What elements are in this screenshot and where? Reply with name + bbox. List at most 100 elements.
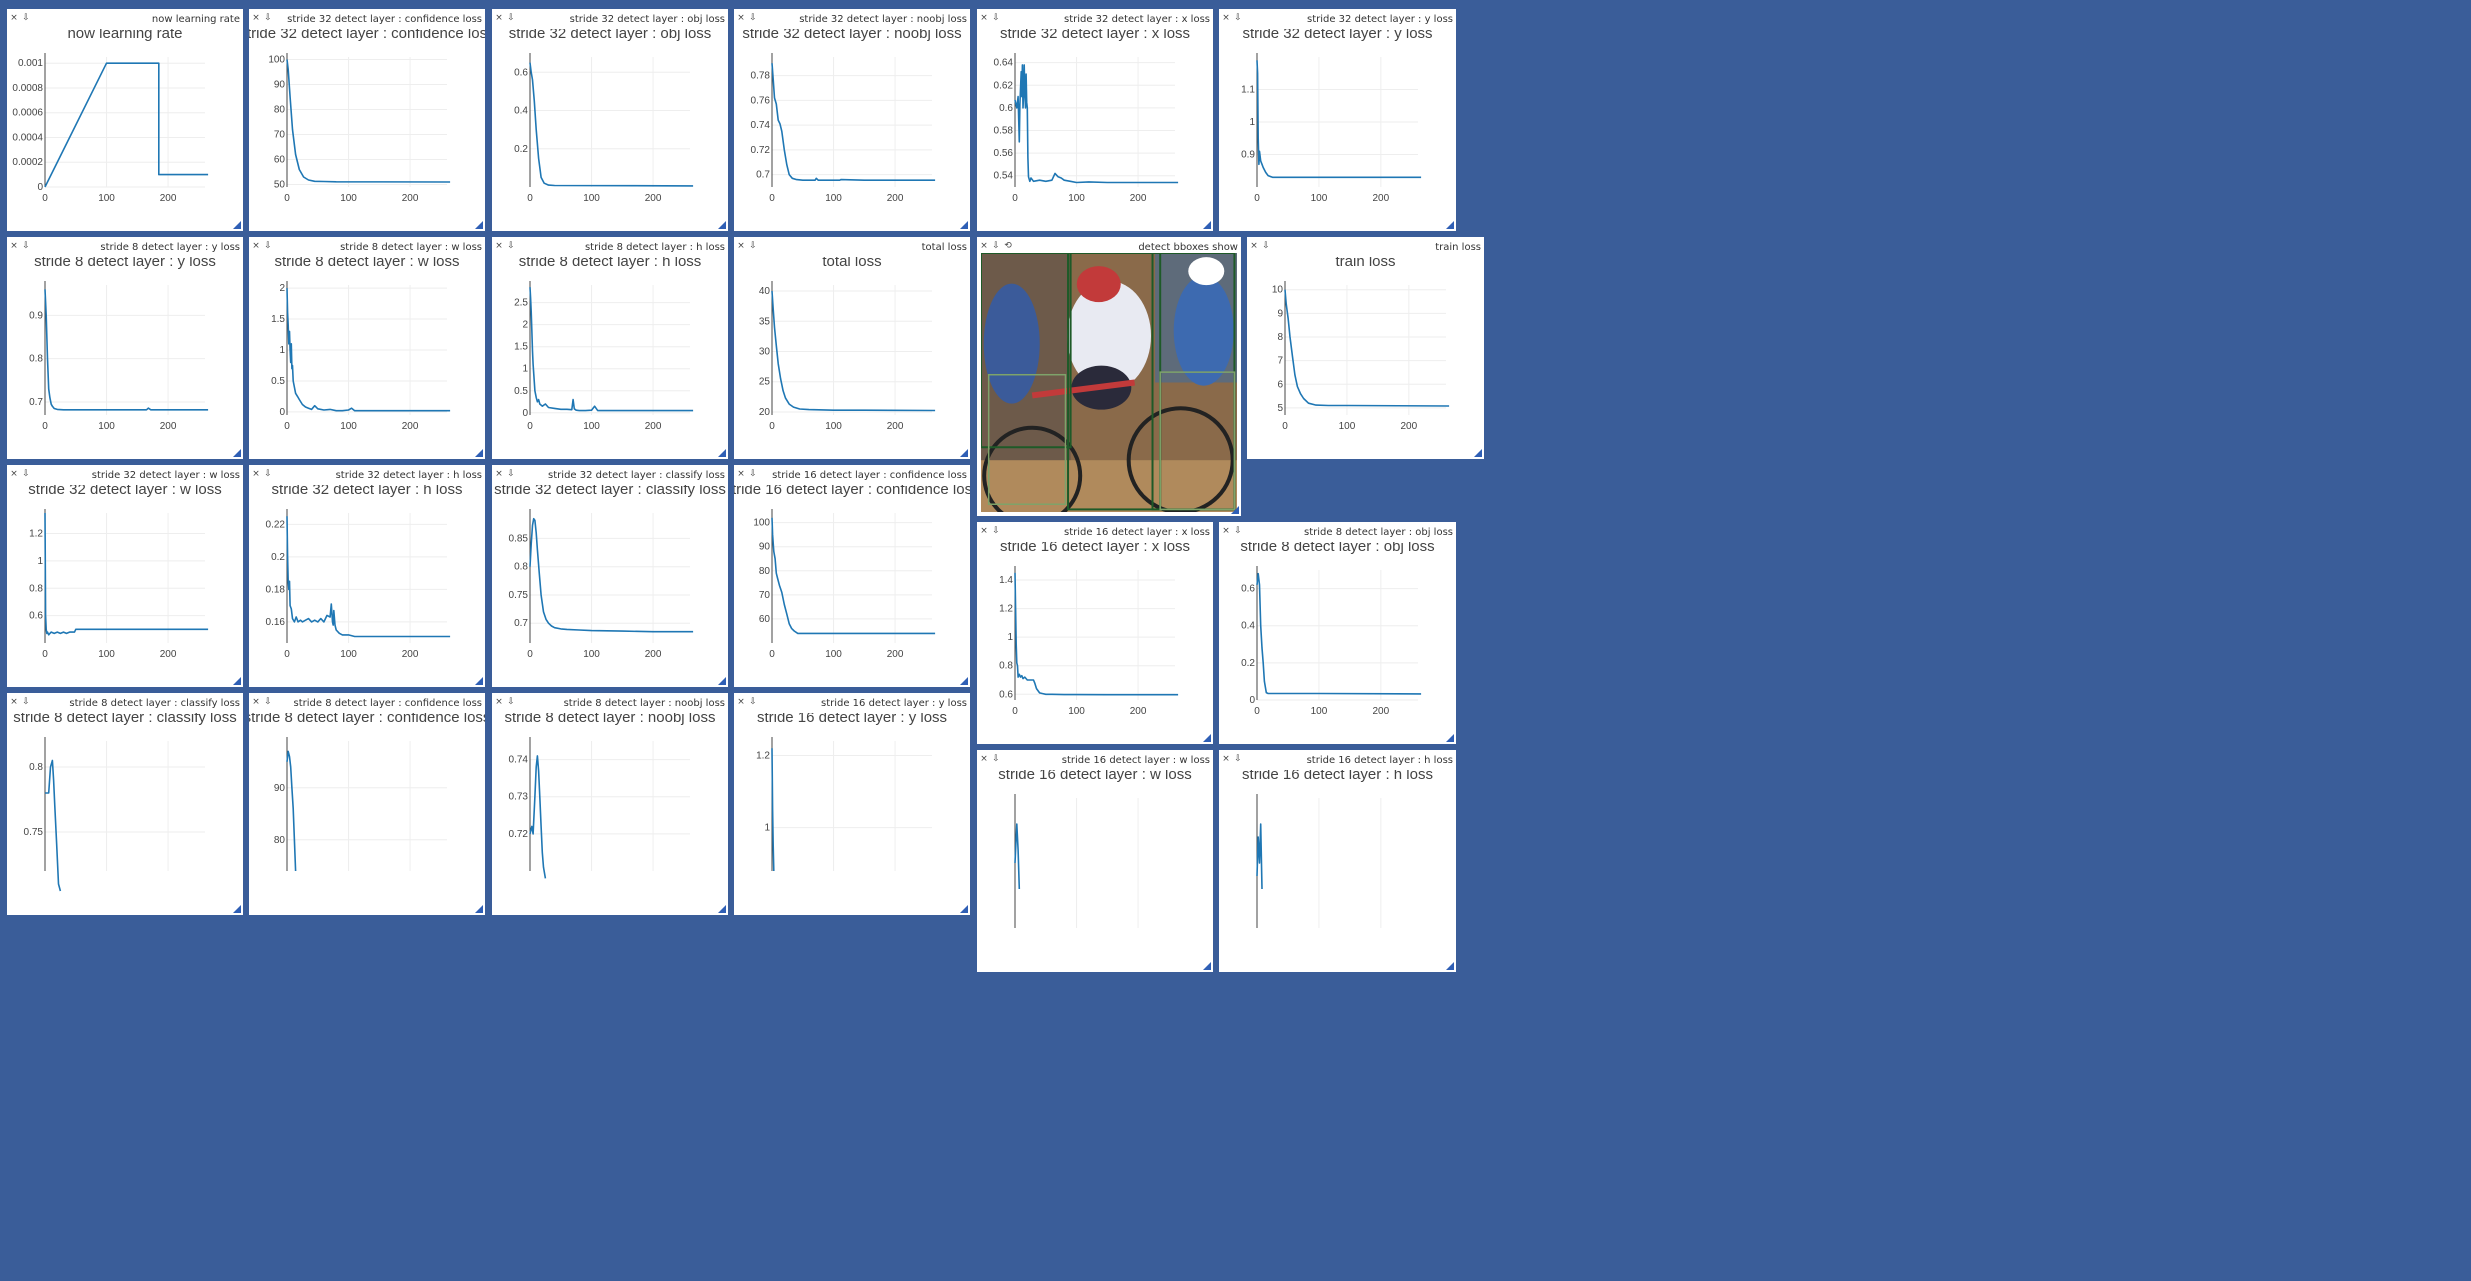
resize-handle[interactable] xyxy=(959,676,968,685)
close-icon[interactable]: × xyxy=(980,754,988,764)
resize-handle[interactable] xyxy=(1202,733,1211,742)
pane-s16-h-loss[interactable]: × ⇩ stride 16 detect layer : h loss stride … xyxy=(1219,750,1456,972)
resize-handle[interactable] xyxy=(474,220,483,229)
y-tick-label: 0.22 xyxy=(266,519,286,530)
resize-handle[interactable] xyxy=(717,448,726,457)
close-icon[interactable]: × xyxy=(737,13,745,23)
download-icon[interactable]: ⇩ xyxy=(749,241,757,251)
close-icon[interactable]: × xyxy=(10,697,18,707)
close-icon[interactable]: × xyxy=(495,697,503,707)
resize-handle[interactable] xyxy=(717,220,726,229)
close-icon[interactable]: × xyxy=(1222,13,1230,23)
pane-s32-w-loss[interactable]: × ⇩ stride 32 detect layer : w loss stride … xyxy=(7,465,243,687)
resize-handle[interactable] xyxy=(1445,961,1454,970)
download-icon[interactable]: ⇩ xyxy=(992,754,1000,764)
close-icon[interactable]: × xyxy=(10,241,18,251)
close-icon[interactable]: × xyxy=(10,469,18,479)
download-icon[interactable]: ⇩ xyxy=(992,13,1000,23)
download-icon[interactable]: ⇩ xyxy=(1234,754,1242,764)
close-icon[interactable]: × xyxy=(980,526,988,536)
download-icon[interactable]: ⇩ xyxy=(507,697,515,707)
line-chart: stride 16 detect layer : h loss xyxy=(1242,770,1433,928)
pane-s16-confidence-loss[interactable]: × ⇩ stride 16 detect layer : confidence lo… xyxy=(734,465,970,687)
resize-handle[interactable] xyxy=(232,220,241,229)
resize-handle[interactable] xyxy=(232,904,241,913)
download-icon[interactable]: ⇩ xyxy=(507,469,515,479)
download-icon[interactable]: ⇩ xyxy=(507,241,515,251)
download-icon[interactable]: ⇩ xyxy=(264,13,272,23)
download-icon[interactable]: ⇩ xyxy=(22,697,30,707)
resize-handle[interactable] xyxy=(474,448,483,457)
close-icon[interactable]: × xyxy=(252,241,260,251)
download-icon[interactable]: ⇩ xyxy=(507,13,515,23)
pane-s8-noobj-loss[interactable]: × ⇩ stride 8 detect layer : noobj loss stri… xyxy=(492,693,728,915)
resize-handle[interactable] xyxy=(474,904,483,913)
y-tick-label: 0.6 xyxy=(514,67,528,78)
close-icon[interactable]: × xyxy=(252,13,260,23)
resize-handle[interactable] xyxy=(474,676,483,685)
close-icon[interactable]: × xyxy=(1222,526,1230,536)
close-icon[interactable]: × xyxy=(495,13,503,23)
close-icon[interactable]: × xyxy=(737,697,745,707)
refresh-icon[interactable]: ⟲ xyxy=(1004,241,1012,251)
close-icon[interactable]: × xyxy=(495,241,503,251)
close-icon[interactable]: × xyxy=(252,469,260,479)
download-icon[interactable]: ⇩ xyxy=(749,697,757,707)
download-icon[interactable]: ⇩ xyxy=(1234,13,1242,23)
download-icon[interactable]: ⇩ xyxy=(22,241,30,251)
pane-s16-w-loss[interactable]: × ⇩ stride 16 detect layer : w loss stride … xyxy=(977,750,1213,972)
pane-total-loss[interactable]: × ⇩ total loss total loss 20 25 30 35 40 0 100 200 xyxy=(734,237,970,459)
pane-s8-h-loss[interactable]: × ⇩ stride 8 detect layer : h loss stride 8… xyxy=(492,237,728,459)
pane-s32-obj-loss[interactable]: × ⇩ stride 32 detect layer : obj loss strid… xyxy=(492,9,728,231)
resize-handle[interactable] xyxy=(959,448,968,457)
resize-handle[interactable] xyxy=(1202,220,1211,229)
close-icon[interactable]: × xyxy=(737,469,745,479)
pane-s32-h-loss[interactable]: × ⇩ stride 32 detect layer : h loss stride … xyxy=(249,465,485,687)
resize-handle[interactable] xyxy=(1202,961,1211,970)
pane-s32-classify-loss[interactable]: × ⇩ stride 32 detect layer : classify loss… xyxy=(492,465,728,687)
download-icon[interactable]: ⇩ xyxy=(264,241,272,251)
pane-train-loss[interactable]: × ⇩ train loss train loss 5 6 7 8 9 10 0 100 200 xyxy=(1247,237,1484,459)
close-icon[interactable]: × xyxy=(1222,754,1230,764)
download-icon[interactable]: ⇩ xyxy=(749,469,757,479)
pane-s8-y-loss[interactable]: × ⇩ stride 8 detect layer : y loss stride 8… xyxy=(7,237,243,459)
pane-s8-obj-loss[interactable]: × ⇩ stride 8 detect layer : obj loss stride… xyxy=(1219,522,1456,744)
pane-detect-bboxes-show[interactable]: × ⇩ ⟲ detect bboxes show xyxy=(977,237,1241,516)
pane-s16-x-loss[interactable]: × ⇩ stride 16 detect layer : x loss stride … xyxy=(977,522,1213,744)
resize-handle[interactable] xyxy=(232,676,241,685)
resize-handle[interactable] xyxy=(717,676,726,685)
download-icon[interactable]: ⇩ xyxy=(264,697,272,707)
resize-handle[interactable] xyxy=(717,904,726,913)
close-icon[interactable]: × xyxy=(252,697,260,707)
download-icon[interactable]: ⇩ xyxy=(22,469,30,479)
download-icon[interactable]: ⇩ xyxy=(1262,241,1270,251)
pane-s8-confidence-loss[interactable]: × ⇩ stride 8 detect layer : confidence los… xyxy=(249,693,485,915)
pane-now-learning-rate[interactable]: × ⇩ now learning rate now learning rate 0 0.0… xyxy=(7,9,243,231)
close-icon[interactable]: × xyxy=(980,241,988,251)
close-icon[interactable]: × xyxy=(10,13,18,23)
resize-handle[interactable] xyxy=(1445,220,1454,229)
resize-handle[interactable] xyxy=(1230,505,1239,514)
pane-s8-w-loss[interactable]: × ⇩ stride 8 detect layer : w loss stride 8… xyxy=(249,237,485,459)
resize-handle[interactable] xyxy=(232,448,241,457)
close-icon[interactable]: × xyxy=(495,469,503,479)
pane-s32-noobj-loss[interactable]: × ⇩ stride 32 detect layer : noobj loss str… xyxy=(734,9,970,231)
download-icon[interactable]: ⇩ xyxy=(1234,526,1242,536)
pane-s32-confidence-loss[interactable]: × ⇩ stride 32 detect layer : confidence lo… xyxy=(249,9,485,231)
pane-s16-y-loss[interactable]: × ⇩ stride 16 detect layer : y loss stride … xyxy=(734,693,970,915)
close-icon[interactable]: × xyxy=(737,241,745,251)
resize-handle[interactable] xyxy=(959,220,968,229)
resize-handle[interactable] xyxy=(1445,733,1454,742)
download-icon[interactable]: ⇩ xyxy=(264,469,272,479)
resize-handle[interactable] xyxy=(1473,448,1482,457)
close-icon[interactable]: × xyxy=(980,13,988,23)
download-icon[interactable]: ⇩ xyxy=(992,241,1000,251)
pane-s32-x-loss[interactable]: × ⇩ stride 32 detect layer : x loss stride … xyxy=(977,9,1213,231)
pane-s8-classify-loss[interactable]: × ⇩ stride 8 detect layer : classify loss s… xyxy=(7,693,243,915)
resize-handle[interactable] xyxy=(959,904,968,913)
pane-s32-y-loss[interactable]: × ⇩ stride 32 detect layer : y loss stride … xyxy=(1219,9,1456,231)
close-icon[interactable]: × xyxy=(1250,241,1258,251)
download-icon[interactable]: ⇩ xyxy=(749,13,757,23)
download-icon[interactable]: ⇩ xyxy=(992,526,1000,536)
download-icon[interactable]: ⇩ xyxy=(22,13,30,23)
